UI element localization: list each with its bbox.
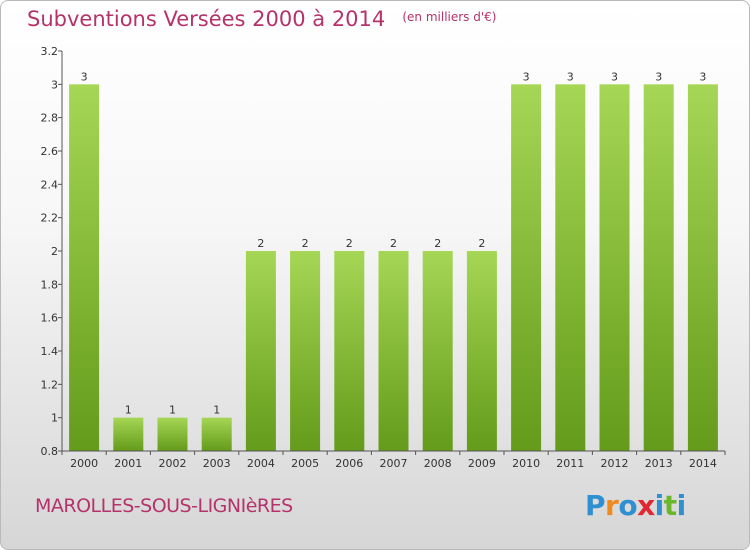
chart-subtitle: (en milliers d'€) <box>402 10 497 24</box>
x-tick-label: 2008 <box>424 457 452 470</box>
bar <box>687 84 718 451</box>
y-axis: 0.8 1 1.2 1.4 1.6 1.8 2 2.2 2.4 2.6 2.8 3 3.2 <box>41 45 63 458</box>
y-tick-label: 1.6 <box>41 312 59 325</box>
y-tick-label: 2.6 <box>41 145 59 158</box>
logo-letter: P <box>585 489 606 522</box>
bar <box>643 84 674 451</box>
logo-letter: t <box>663 489 677 522</box>
bar-data-label: 2 <box>302 237 309 250</box>
x-tick-label: 2005 <box>291 457 319 470</box>
y-tick-label: 2.2 <box>41 212 59 225</box>
commune-name: MAROLLES-SOUS-LIGNIèRES <box>35 495 293 517</box>
bar <box>555 84 586 451</box>
y-tick-label: 1.4 <box>41 345 59 358</box>
x-tick-label: 2001 <box>114 457 142 470</box>
bar <box>422 251 453 451</box>
bar-data-label: 2 <box>478 237 485 250</box>
bar <box>201 417 232 451</box>
chart-title: Subventions Versées 2000 à 2014 <box>27 7 386 31</box>
bar-data-label: 2 <box>390 237 397 250</box>
bar <box>290 251 321 451</box>
bars: 3 1 1 1 2 2 2 2 2 2 3 3 3 3 3 <box>69 70 718 451</box>
logo-letter: r <box>605 489 619 522</box>
x-tick-label: 2006 <box>335 457 363 470</box>
x-tick-label: 2010 <box>512 457 540 470</box>
logo-letter: o <box>618 489 638 522</box>
bar-data-label: 2 <box>434 237 441 250</box>
x-axis: 2000 2001 2002 2003 2004 2005 2006 2007 2008 2009… <box>61 450 726 470</box>
bar-data-label: 1 <box>213 404 220 417</box>
proxiti-logo[interactable]: Proxiti <box>585 489 686 522</box>
bar-data-label: 3 <box>523 70 530 83</box>
y-tick-label: 2.4 <box>41 178 59 191</box>
y-tick-label: 1 <box>51 412 58 425</box>
bar-data-label: 1 <box>125 404 132 417</box>
x-tick-label: 2011 <box>556 457 584 470</box>
y-tick-label: 2 <box>51 245 58 258</box>
bar-data-label: 3 <box>611 70 618 83</box>
bar <box>69 84 100 451</box>
bar-data-label: 1 <box>169 404 176 417</box>
bar-data-label: 2 <box>346 237 353 250</box>
bar <box>334 251 365 451</box>
x-tick-label: 2004 <box>247 457 275 470</box>
bar <box>378 251 409 451</box>
y-tick-label: 3.2 <box>41 45 59 58</box>
y-tick-label: 2.8 <box>41 112 59 125</box>
bar-data-label: 3 <box>699 70 706 83</box>
bar <box>113 417 144 451</box>
bar <box>157 417 188 451</box>
y-tick-label: 3 <box>51 78 58 91</box>
bar <box>466 251 497 451</box>
y-tick-label: 0.8 <box>41 445 59 458</box>
x-tick-label: 2003 <box>203 457 231 470</box>
x-tick-label: 2007 <box>380 457 408 470</box>
bar-data-label: 3 <box>567 70 574 83</box>
x-tick-label: 2002 <box>159 457 187 470</box>
bar <box>245 251 276 451</box>
logo-letter: i <box>654 489 665 522</box>
bar <box>511 84 542 451</box>
x-tick-label: 2009 <box>468 457 496 470</box>
bar-data-label: 3 <box>655 70 662 83</box>
x-tick-label: 2013 <box>645 457 673 470</box>
logo-letter: x <box>637 489 655 522</box>
x-tick-label: 2000 <box>70 457 98 470</box>
bar-data-label: 2 <box>257 237 264 250</box>
x-tick-label: 2014 <box>689 457 717 470</box>
x-tick-label: 2012 <box>601 457 629 470</box>
y-tick-label: 1.8 <box>41 278 59 291</box>
bar <box>599 84 630 451</box>
bar-data-label: 3 <box>81 70 88 83</box>
title-row: Subventions Versées 2000 à 2014 (en mill… <box>27 7 496 31</box>
y-tick-label: 1.2 <box>41 378 59 391</box>
logo-letter: i <box>676 489 687 522</box>
